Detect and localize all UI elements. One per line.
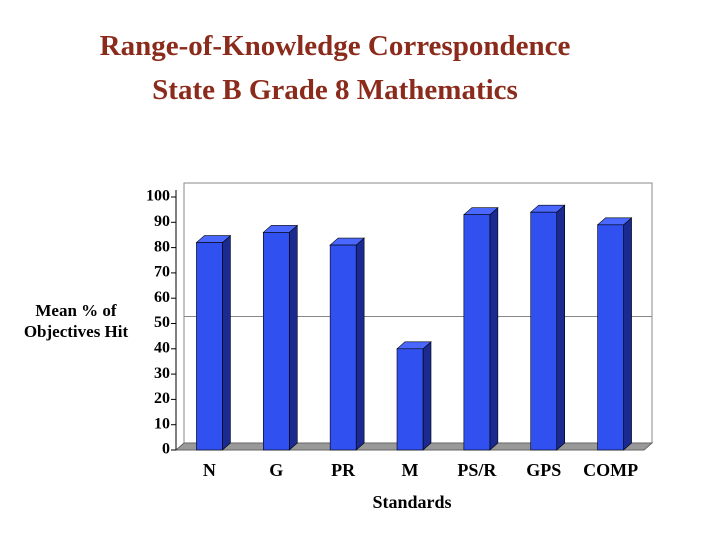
bar-side xyxy=(288,224,298,451)
chart-title: Range-of-Knowledge Correspondence xyxy=(99,30,571,62)
bar-side xyxy=(222,234,231,451)
bar xyxy=(262,232,290,451)
y-tick-label: 10 xyxy=(154,415,170,432)
y-tick-label: 0 xyxy=(162,441,170,458)
y-tick-label: 80 xyxy=(154,238,170,255)
y-tick-label: 40 xyxy=(154,339,170,356)
y-tick-label: 30 xyxy=(154,365,170,382)
x-tick-label: PR xyxy=(331,460,356,480)
y-tick-label: 90 xyxy=(154,213,170,230)
bar-side xyxy=(489,207,499,451)
bar xyxy=(329,244,357,451)
x-tick-label: COMP xyxy=(583,460,638,480)
y-tick-label: 70 xyxy=(154,264,170,281)
bar-side xyxy=(422,341,432,451)
bar-side xyxy=(623,217,632,451)
chart-subtitle: State B Grade 8 Mathematics xyxy=(152,74,518,106)
bar xyxy=(196,242,223,451)
bar xyxy=(597,224,624,451)
x-tick-label: GPS xyxy=(526,460,561,480)
x-tick-label: M xyxy=(402,460,419,480)
y-tick-label: 60 xyxy=(154,289,170,306)
bar-side xyxy=(556,204,566,451)
y-axis-label: Mean % of Objectives Hit xyxy=(23,301,129,341)
y-tick-label: 50 xyxy=(154,314,170,331)
bar-side xyxy=(355,237,365,451)
x-tick-label: G xyxy=(269,460,283,480)
y-tick-label: 100 xyxy=(146,188,170,205)
x-tick-label: N xyxy=(203,460,216,480)
bar xyxy=(463,214,491,451)
bar xyxy=(396,348,424,451)
bar xyxy=(530,211,558,451)
y-tick-label: 20 xyxy=(154,390,170,407)
x-tick-label: PS/R xyxy=(457,460,497,480)
x-axis-label: Standards xyxy=(372,492,451,512)
